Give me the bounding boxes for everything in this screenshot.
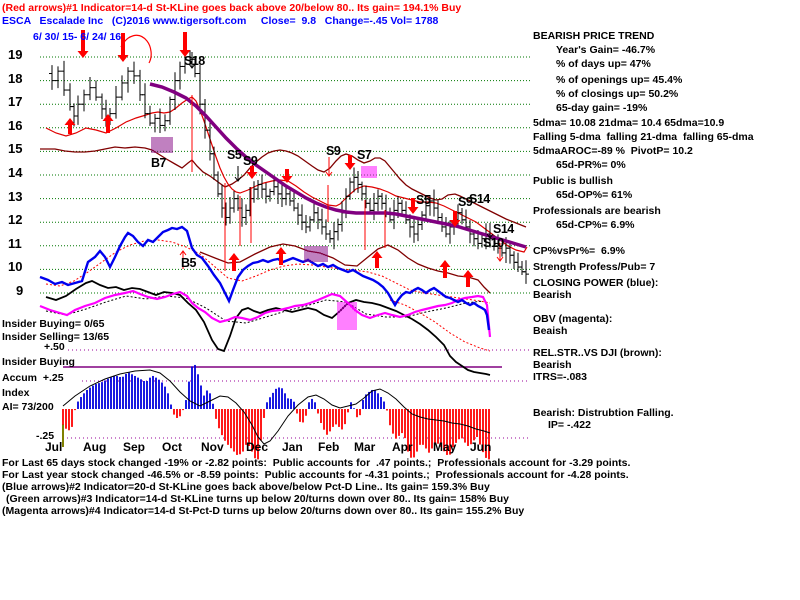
- insider-label: Index: [2, 387, 30, 399]
- month-tick-label: Oct: [162, 440, 183, 454]
- month-tick-label: Sep: [123, 440, 146, 454]
- insider-label: -.25: [36, 430, 55, 442]
- footer-line: For Last year stock changed -46.5% or -8…: [2, 469, 629, 481]
- footer-line: (Blue arrows)#2 Indicator=20-d St-KLine …: [2, 481, 490, 493]
- footer-line: For Last 65 days stock changed -19% or -…: [2, 457, 631, 469]
- signal-label-s9: S9: [458, 195, 473, 209]
- signal-label-s9: S9: [243, 154, 258, 168]
- price-tick-label: 17: [8, 94, 23, 110]
- month-tick-label: Dec: [246, 440, 269, 454]
- insider-label: +.50: [44, 341, 65, 353]
- stats-line: % of closings up= 50.2%: [556, 88, 679, 100]
- signal-label-b7: B7: [151, 156, 166, 170]
- stats-line: Bearish: [533, 289, 572, 301]
- stats-line: Beaish: [533, 325, 568, 337]
- insider-label: Insider Buying: [2, 356, 75, 368]
- stats-line: 5dma= 10.08 21dma= 10.4 65dma=10.9: [533, 117, 725, 129]
- stats-line: 5dmaAROC=-89 % PivotP= 10.2: [533, 145, 693, 157]
- stats-line: Bearish: Distrubtion Falling.: [533, 407, 674, 419]
- stats-line: CP%vsPr%= 6.9%: [533, 245, 625, 257]
- signal-label-s18: S18: [184, 54, 205, 68]
- signal-label-b5: B5: [181, 256, 196, 270]
- month-tick-label: Aug: [83, 440, 107, 454]
- stats-line: CLOSING POWER (blue):: [533, 277, 659, 289]
- insider-label: Accum +.25: [2, 372, 64, 384]
- stats-line: % of days up= 47%: [556, 58, 651, 70]
- signal-label-s14: S14: [469, 192, 490, 206]
- stats-line: 65-day gain= -19%: [556, 102, 648, 114]
- indicator1-header: (Red arrows)#1 Indicator=14-d St-KLine g…: [2, 2, 462, 14]
- signal-label-s14: S14: [493, 222, 514, 236]
- stats-line: Falling 5-dma falling 21-dma falling 65-…: [533, 131, 754, 143]
- price-tick-label: 14: [8, 165, 23, 180]
- stats-line: Year's Gain= -46.7%: [556, 44, 656, 56]
- stats-line: Strength Profess/Pub= 7: [533, 261, 656, 273]
- stats-line: OBV (magenta):: [533, 313, 613, 325]
- price-tick-label: 10: [8, 259, 23, 275]
- signal-label-s9: S9: [326, 144, 341, 158]
- month-tick-label: Apr: [392, 440, 413, 454]
- price-tick-label: 11: [8, 235, 22, 251]
- price-tick-label: 9: [16, 283, 24, 298]
- stats-line: % of openings up= 45.4%: [556, 74, 683, 86]
- signal-label-s5: S5: [416, 193, 431, 207]
- signal-label-s10: S10: [483, 236, 504, 250]
- footer-line: (Green arrows)#3 Indicator=14-d St-KLine…: [6, 493, 509, 505]
- stats-line: Public is bullish: [533, 175, 613, 187]
- stats-line: IP= -.422: [548, 419, 591, 431]
- signal-label-s7: S7: [357, 148, 372, 162]
- insider-label: AI= 73/200: [2, 401, 54, 413]
- stats-line: 65d-CP%= 6.9%: [556, 219, 635, 231]
- stats-line: 65d-OP%= 61%: [556, 189, 633, 201]
- month-tick-label: Mar: [354, 440, 376, 454]
- month-tick-label: Jul: [45, 440, 63, 454]
- date-range: 6/ 30/ 15- 6/ 24/ 16: [33, 31, 122, 43]
- stats-line: REL.STR..VS DJI (brown):: [533, 347, 662, 359]
- month-tick-label: Nov: [201, 440, 224, 454]
- symbol-header: ESCA Escalade Inc (C)2016 www.tigersoft.…: [2, 15, 439, 27]
- stats-line: BEARISH PRICE TREND: [533, 30, 655, 42]
- signal-label-s5: S5: [227, 148, 242, 162]
- stats-line: Bearish: [533, 359, 572, 371]
- month-tick-label: May: [433, 440, 457, 454]
- insider-label: Insider Selling= 13/65: [2, 331, 110, 343]
- month-tick-label: Jun: [470, 440, 492, 454]
- month-tick-label: Feb: [318, 440, 340, 454]
- price-tick-label: 15: [8, 141, 23, 157]
- price-tick-label: 13: [8, 188, 23, 204]
- price-tick-label: 12: [8, 212, 23, 228]
- price-tick-label: 19: [8, 47, 23, 62]
- stats-line: Professionals are bearish: [533, 205, 661, 217]
- price-tick-label: 18: [8, 70, 23, 86]
- insider-label: Insider Buying= 0/65: [2, 318, 105, 330]
- stats-line: 65d-PR%= 0%: [556, 159, 626, 171]
- stats-line: ITRS=-.083: [533, 371, 587, 383]
- footer-line: (Magenta arrows)#4 Indicator=14-d St-Pct…: [2, 505, 525, 517]
- month-tick-label: Jan: [282, 440, 303, 454]
- price-tick-label: 16: [8, 117, 23, 133]
